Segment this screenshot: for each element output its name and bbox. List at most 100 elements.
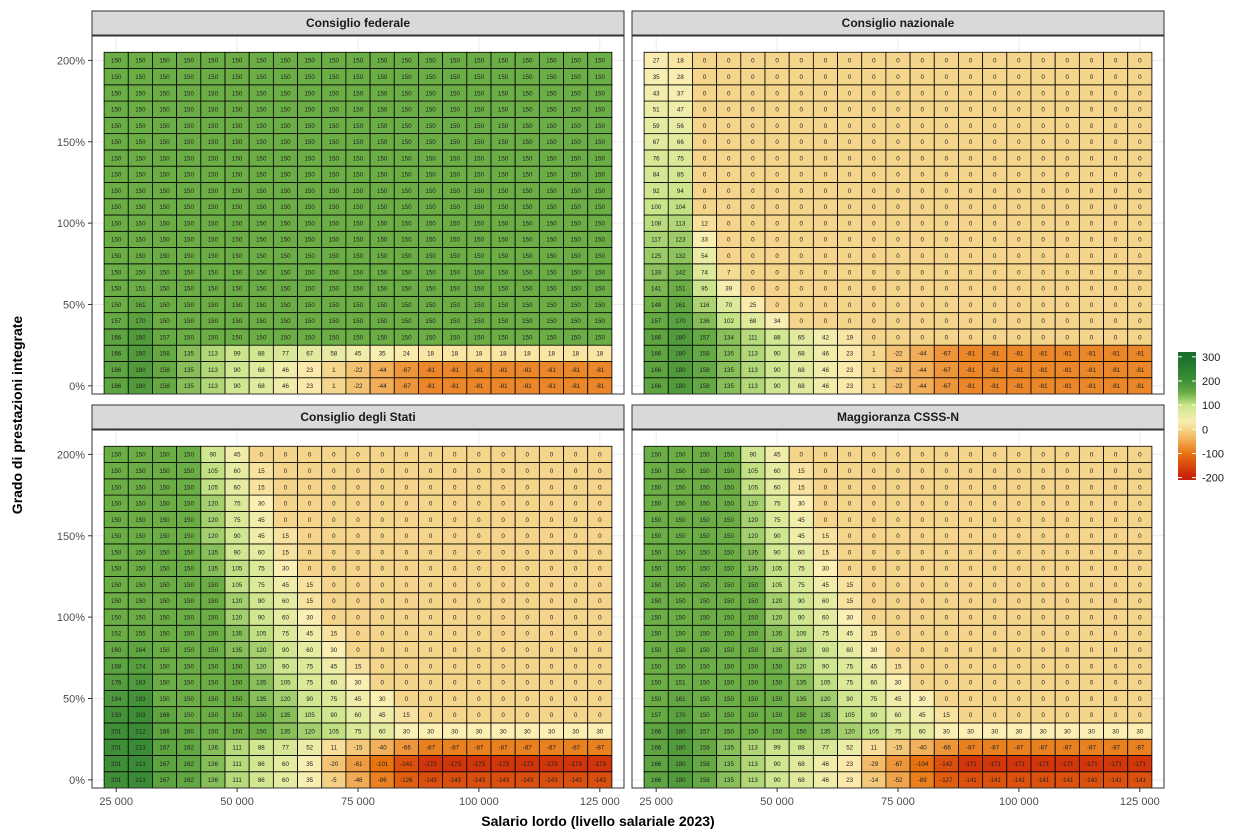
cell-label: 150 <box>329 286 340 293</box>
cell-label: 0 <box>550 647 554 654</box>
cell-label: 0 <box>1138 188 1142 195</box>
cell-label: 86 <box>258 777 265 784</box>
cell-label: 150 <box>699 501 710 508</box>
cell-label: 0 <box>574 533 578 540</box>
cell-label: 0 <box>896 139 900 146</box>
cell-label: 0 <box>1090 631 1094 638</box>
cell-label: 0 <box>526 631 530 638</box>
cell-label: 104 <box>675 204 686 211</box>
cell-label: 150 <box>570 58 581 65</box>
cell-label: 0 <box>896 107 900 114</box>
cell-label: 167 <box>159 777 170 784</box>
cell-label: 60 <box>282 598 289 605</box>
cell-label: 88 <box>258 745 265 752</box>
cell-label: 150 <box>450 334 461 341</box>
cell-label: 90 <box>258 598 265 605</box>
cell-label: 0 <box>872 58 876 65</box>
cell-label: 0 <box>848 58 852 65</box>
cell-label: 142 <box>675 269 686 276</box>
cell-label: 0 <box>1066 566 1070 573</box>
cell-label: 150 <box>111 90 122 97</box>
cell-label: -171 <box>1085 761 1098 768</box>
cell-label: 0 <box>945 188 949 195</box>
cell-label: 164 <box>135 647 146 654</box>
cell-label: 150 <box>498 172 509 179</box>
cell-label: 120 <box>208 517 219 524</box>
cell-label: -15 <box>354 745 364 752</box>
cell-label: 150 <box>724 712 735 719</box>
cell-label: 0 <box>920 318 924 325</box>
cell-label: 0 <box>1138 533 1142 540</box>
cell-label: 150 <box>595 318 606 325</box>
cell-label: 150 <box>522 302 533 309</box>
y-tick-label: 200% <box>57 55 85 67</box>
cell-label: 150 <box>675 533 686 540</box>
cell-label: 0 <box>405 631 409 638</box>
cell-label: 0 <box>453 566 457 573</box>
cell-label: 105 <box>329 728 340 735</box>
cell-label: 150 <box>280 155 291 162</box>
cell-label: 150 <box>159 155 170 162</box>
cell-label: 0 <box>1090 286 1094 293</box>
cell-label: -67 <box>942 367 952 374</box>
cell-label: 150 <box>570 123 581 130</box>
cell-label: 0 <box>969 302 973 309</box>
cell-label: 150 <box>546 139 557 146</box>
cell-label: 77 <box>822 745 829 752</box>
cell-label: 150 <box>135 501 146 508</box>
cell-label: 0 <box>1138 90 1142 97</box>
cell-label: -143 <box>569 777 582 784</box>
cell-label: 150 <box>425 58 436 65</box>
cell-label: 0 <box>1114 286 1118 293</box>
cell-label: 150 <box>595 90 606 97</box>
cell-label: 150 <box>208 334 219 341</box>
cell-label: 150 <box>280 318 291 325</box>
cell-label: 135 <box>256 696 267 703</box>
cell-label: 150 <box>498 107 509 114</box>
cell-label: -87 <box>1135 745 1145 752</box>
cell-label: 23 <box>846 383 853 390</box>
cell-label: 0 <box>501 484 505 491</box>
cell-label: 150 <box>208 631 219 638</box>
cell-label: 94 <box>677 188 684 195</box>
cell-label: 150 <box>425 220 436 227</box>
cell-label: 0 <box>727 139 731 146</box>
cell-label: 150 <box>401 123 412 130</box>
cell-label: 150 <box>546 172 557 179</box>
cell-label: 150 <box>498 220 509 227</box>
cell-label: 0 <box>550 468 554 475</box>
cell-label: 0 <box>896 155 900 162</box>
cell-label: 0 <box>751 204 755 211</box>
cell-label: 0 <box>824 452 828 459</box>
cell-label: 150 <box>498 318 509 325</box>
cell-label: 15 <box>306 598 313 605</box>
cell-label: 150 <box>208 318 219 325</box>
cell-label: 150 <box>724 533 735 540</box>
cell-label: 150 <box>135 253 146 260</box>
cell-label: 0 <box>727 188 731 195</box>
cell-label: 150 <box>450 90 461 97</box>
cell-label: 158 <box>159 351 170 358</box>
cell-label: 170 <box>675 712 686 719</box>
cell-label: 0 <box>969 549 973 556</box>
cell-label: -141 <box>400 761 413 768</box>
cell-label: 30 <box>596 728 603 735</box>
cell-label: 150 <box>724 614 735 621</box>
cell-label: 0 <box>800 155 804 162</box>
cell-label: 150 <box>208 614 219 621</box>
cell-label: 150 <box>135 90 146 97</box>
cell-label: 0 <box>453 484 457 491</box>
cell-label: 150 <box>450 204 461 211</box>
cell-label: 0 <box>848 549 852 556</box>
cell-label: 0 <box>477 452 481 459</box>
cell-label: 0 <box>260 452 264 459</box>
cell-label: 0 <box>920 614 924 621</box>
cell-label: 0 <box>501 663 505 670</box>
cell-label: 150 <box>353 139 364 146</box>
cell-label: 150 <box>280 302 291 309</box>
cell-label: -81 <box>1135 367 1145 374</box>
cell-label: 150 <box>546 58 557 65</box>
cell-label: 150 <box>425 74 436 81</box>
cell-label: 60 <box>870 680 877 687</box>
